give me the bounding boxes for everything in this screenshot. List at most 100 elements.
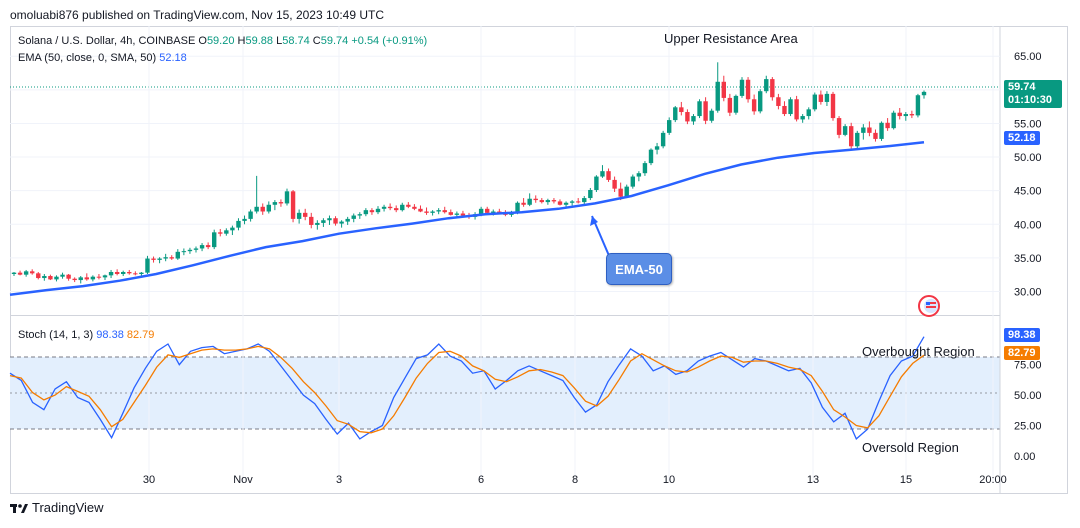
candle[interactable] [818, 90, 824, 105]
candle[interactable] [224, 228, 229, 236]
candle[interactable] [157, 257, 162, 264]
candle[interactable] [630, 174, 635, 189]
candle[interactable] [794, 95, 799, 122]
candle[interactable] [545, 198, 551, 205]
candle[interactable] [576, 198, 581, 204]
candle[interactable] [303, 208, 308, 221]
candle[interactable] [369, 208, 375, 215]
candle[interactable] [885, 118, 890, 131]
candle[interactable] [782, 101, 787, 117]
candle[interactable] [236, 218, 241, 231]
candle[interactable] [48, 274, 53, 281]
candle[interactable] [284, 188, 290, 206]
candle[interactable] [745, 77, 751, 103]
candle[interactable] [594, 175, 599, 193]
candle[interactable] [697, 99, 702, 119]
candle[interactable] [381, 204, 387, 212]
candle[interactable] [78, 276, 83, 284]
candle[interactable] [169, 255, 174, 260]
candle[interactable] [127, 269, 132, 275]
candle[interactable] [849, 122, 854, 149]
symbol-legend[interactable]: Solana / U.S. Dollar, 4h, COINBASE O59.2… [18, 35, 427, 47]
candle[interactable] [248, 209, 253, 222]
candle[interactable] [642, 161, 648, 176]
candle[interactable] [187, 247, 193, 254]
candle[interactable] [788, 97, 793, 117]
candle[interactable] [84, 273, 89, 281]
candle[interactable] [424, 207, 429, 215]
candle[interactable] [296, 209, 302, 224]
candle[interactable] [715, 62, 720, 113]
stoch-d-tag[interactable]: 82.79 [1004, 346, 1040, 360]
ema-line[interactable] [9, 141, 925, 297]
stoch-k-series[interactable] [9, 336, 925, 440]
candle[interactable] [181, 248, 187, 256]
candle[interactable] [770, 77, 775, 101]
candle[interactable] [394, 205, 399, 213]
candle[interactable] [242, 215, 247, 225]
candle[interactable] [879, 121, 884, 141]
candle[interactable] [727, 93, 733, 117]
candle[interactable] [667, 117, 672, 135]
candle[interactable] [691, 114, 696, 125]
candle[interactable] [199, 243, 205, 252]
candle[interactable] [266, 201, 271, 214]
candle[interactable] [66, 274, 71, 281]
candle[interactable] [387, 203, 393, 211]
candle[interactable] [527, 193, 532, 207]
candle[interactable] [582, 196, 587, 205]
candle[interactable] [873, 129, 878, 142]
candle[interactable] [309, 212, 314, 229]
candle[interactable] [764, 75, 769, 94]
candle[interactable] [400, 202, 405, 212]
stoch-legend[interactable]: Stoch (14, 1, 3) 98.38 82.79 [18, 329, 154, 341]
candle[interactable] [321, 218, 326, 227]
candle[interactable] [612, 176, 617, 193]
candle[interactable] [679, 101, 684, 116]
candle[interactable] [563, 201, 569, 207]
candle[interactable] [133, 271, 138, 276]
candle[interactable] [751, 94, 757, 115]
candle[interactable] [521, 198, 526, 207]
candle[interactable] [145, 255, 150, 275]
candle[interactable] [151, 256, 156, 263]
candle[interactable] [254, 175, 259, 214]
candle[interactable] [412, 204, 417, 211]
last-price-tag[interactable]: 59.74 01:10:30 [1004, 80, 1062, 108]
candle[interactable] [600, 165, 605, 178]
candle[interactable] [824, 91, 830, 106]
candles[interactable] [11, 62, 927, 284]
candle[interactable] [636, 171, 642, 182]
candle[interactable] [800, 114, 805, 123]
candle[interactable] [278, 199, 284, 207]
candle[interactable] [121, 270, 126, 277]
candle[interactable] [272, 200, 278, 211]
candle[interactable] [909, 110, 915, 119]
candle[interactable] [290, 189, 296, 223]
candle[interactable] [867, 121, 872, 137]
candle[interactable] [205, 242, 211, 250]
candle[interactable] [648, 148, 654, 166]
candle[interactable] [588, 187, 593, 201]
flag-icon[interactable] [918, 295, 940, 317]
candle[interactable] [673, 105, 678, 123]
candle[interactable] [11, 271, 17, 277]
stoch-legend-label[interactable]: Stoch (14, 1, 3) [18, 329, 94, 341]
ema-50-callout[interactable]: EMA-50 [606, 253, 672, 285]
candle[interactable] [193, 246, 199, 253]
candle[interactable] [351, 213, 356, 223]
candle[interactable] [17, 270, 23, 276]
candle[interactable] [733, 94, 739, 115]
candle[interactable] [54, 275, 59, 282]
candle[interactable] [533, 195, 538, 203]
candle[interactable] [836, 116, 842, 139]
candle[interactable] [327, 215, 332, 225]
symbol-name[interactable]: Solana / U.S. Dollar, 4h, COINBASE [18, 35, 196, 47]
candle[interactable] [830, 91, 836, 121]
candle[interactable] [418, 205, 423, 213]
candle[interactable] [375, 206, 381, 215]
candle[interactable] [357, 212, 362, 219]
candle[interactable] [108, 269, 114, 279]
candle[interactable] [448, 209, 453, 216]
